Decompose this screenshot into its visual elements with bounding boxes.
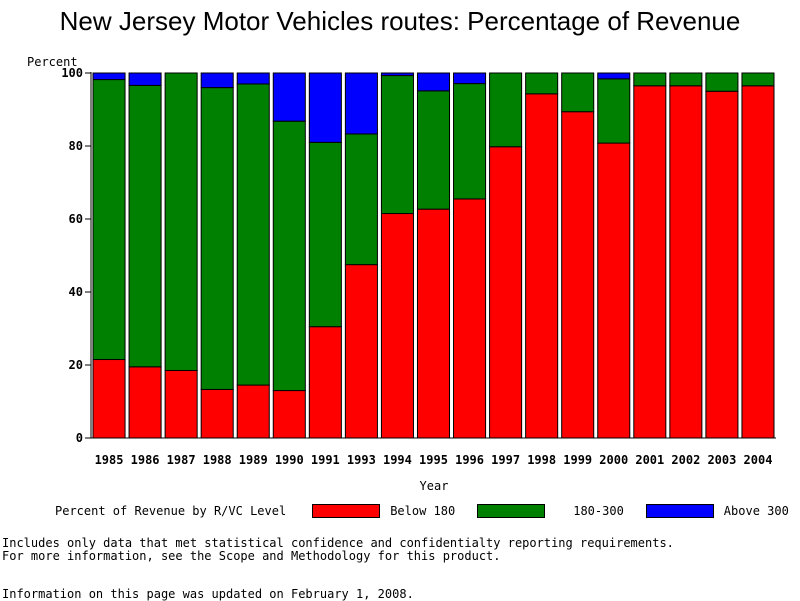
bar-2004-below-180	[741, 85, 775, 439]
x-tick-label: 1986	[131, 453, 160, 467]
legend-label-below-180: Below 180	[390, 504, 456, 518]
legend-label-above-300: Above 300	[723, 504, 789, 518]
bar-1986-below-180	[128, 366, 162, 439]
bar-1988-180-300	[200, 87, 234, 390]
bar-1989-180-300	[236, 83, 270, 386]
x-tick-label: 1996	[455, 453, 484, 467]
bar-1985-below-180	[92, 359, 126, 439]
bar-1995-above-300	[416, 72, 451, 92]
x-tick-label: 1993	[347, 453, 376, 467]
x-tick-label: 1985	[95, 453, 124, 467]
x-tick-label: 1990	[275, 453, 304, 467]
legend-swatch-180-300	[477, 504, 546, 518]
legend-label-180-300: 180-300	[573, 504, 624, 518]
chart-title: New Jersey Motor Vehicles routes: Percen…	[59, 6, 741, 36]
y-tick-label: 100	[61, 66, 83, 80]
legend-title: Percent of Revenue by R/VC Level	[55, 504, 287, 518]
x-tick-label: 1998	[527, 453, 556, 467]
x-tick-label: 1988	[203, 453, 232, 467]
x-tick-label: 1999	[563, 453, 592, 467]
y-axis-label: Percent	[27, 55, 78, 69]
bar-1997-below-180	[489, 146, 523, 439]
bar-2003-180-300	[705, 72, 739, 92]
bar-1989-below-180	[236, 384, 270, 439]
axes: 1985 1986 1987 1988 1989 1990 1991 1993 1994 1995…	[61, 66, 776, 467]
bar-1987-180-300	[164, 72, 198, 371]
y-tick-label: 0	[76, 431, 83, 445]
bar-1989-above-300	[236, 72, 270, 85]
x-tick-label: 1987	[167, 453, 196, 467]
bar-2000-180-300	[597, 78, 631, 144]
bar-2003-below-180	[705, 90, 739, 439]
x-tick-label: 1997	[491, 453, 520, 467]
x-axis-label: Year	[420, 479, 449, 493]
x-tick-label: 2003	[707, 453, 736, 467]
bar-1995-180-300	[416, 90, 451, 210]
bar-2002-180-300	[669, 72, 703, 87]
y-tick-label: 20	[69, 358, 83, 372]
bar-1988-above-300	[200, 72, 234, 89]
legend: Percent of Revenue by R/VC Level Below 1…	[55, 503, 800, 519]
bar-1988-below-180	[200, 388, 234, 439]
bar-1999-180-300	[561, 72, 595, 113]
bar-area	[92, 72, 775, 439]
bar-1985-180-300	[92, 79, 126, 361]
bar-1996-above-300	[453, 72, 487, 85]
bar-1994-180-300	[380, 75, 414, 215]
stacked-bar-chart: Percent Year 1985 1986 1987 1988 1989 1990 199…	[27, 55, 776, 493]
legend-item-below-180: Below 180	[312, 504, 455, 518]
x-tick-label: 2004	[744, 453, 773, 467]
legend-swatch-below-180	[312, 504, 381, 518]
x-tick-label: 2001	[635, 453, 664, 467]
bar-1990-above-300	[272, 72, 306, 122]
legend-swatch-above-300	[645, 504, 714, 518]
bar-1993-above-300	[344, 72, 378, 135]
bar-1991-180-300	[308, 141, 342, 328]
bar-1990-below-180	[272, 390, 306, 439]
bar-2002-below-180	[669, 85, 703, 439]
bar-1985-above-300	[92, 72, 126, 81]
bar-1994-below-180	[380, 213, 414, 439]
legend-item-180-300: 180-300	[477, 504, 624, 518]
x-tick-label: 1989	[239, 453, 268, 467]
bar-1991-below-180	[308, 326, 342, 439]
bar-1994-above-300	[380, 72, 414, 77]
y-tick-label: 60	[69, 212, 83, 226]
bar-1997-180-300	[489, 72, 523, 148]
bar-1996-180-300	[453, 83, 487, 200]
bar-1990-180-300	[272, 120, 306, 392]
bar-1987-below-180	[164, 369, 198, 439]
bar-2000-above-300	[597, 72, 631, 80]
y-tick-label: 80	[69, 139, 83, 153]
footnote-methodology: For more information, see the Scope and …	[2, 549, 501, 563]
x-tick-label: 1994	[383, 453, 412, 467]
footnote-updated: Information on this page was updated on …	[2, 587, 414, 601]
y-tick-label: 40	[69, 285, 83, 299]
bar-1999-below-180	[561, 111, 595, 439]
bar-2004-180-300	[741, 72, 775, 87]
x-tick-label: 1991	[311, 453, 340, 467]
bar-1986-above-300	[128, 72, 162, 86]
x-tick-label: 1995	[419, 453, 448, 467]
x-tick-label: 2002	[671, 453, 700, 467]
bar-1995-below-180	[416, 208, 451, 439]
x-tick-label: 2000	[599, 453, 628, 467]
footnote-confidentiality: Includes only data that met statistical …	[2, 536, 674, 550]
bar-1986-180-300	[128, 84, 162, 368]
bar-2001-below-180	[633, 85, 667, 439]
bar-2001-180-300	[633, 72, 667, 87]
bar-1991-above-300	[308, 72, 342, 143]
bar-2000-below-180	[597, 142, 631, 439]
bar-1996-below-180	[453, 198, 487, 439]
legend-item-above-300: Above 300	[645, 504, 789, 518]
bar-1993-180-300	[344, 133, 378, 266]
bar-1998-below-180	[525, 93, 559, 439]
bar-1993-below-180	[344, 264, 378, 439]
bar-1998-180-300	[525, 72, 559, 95]
